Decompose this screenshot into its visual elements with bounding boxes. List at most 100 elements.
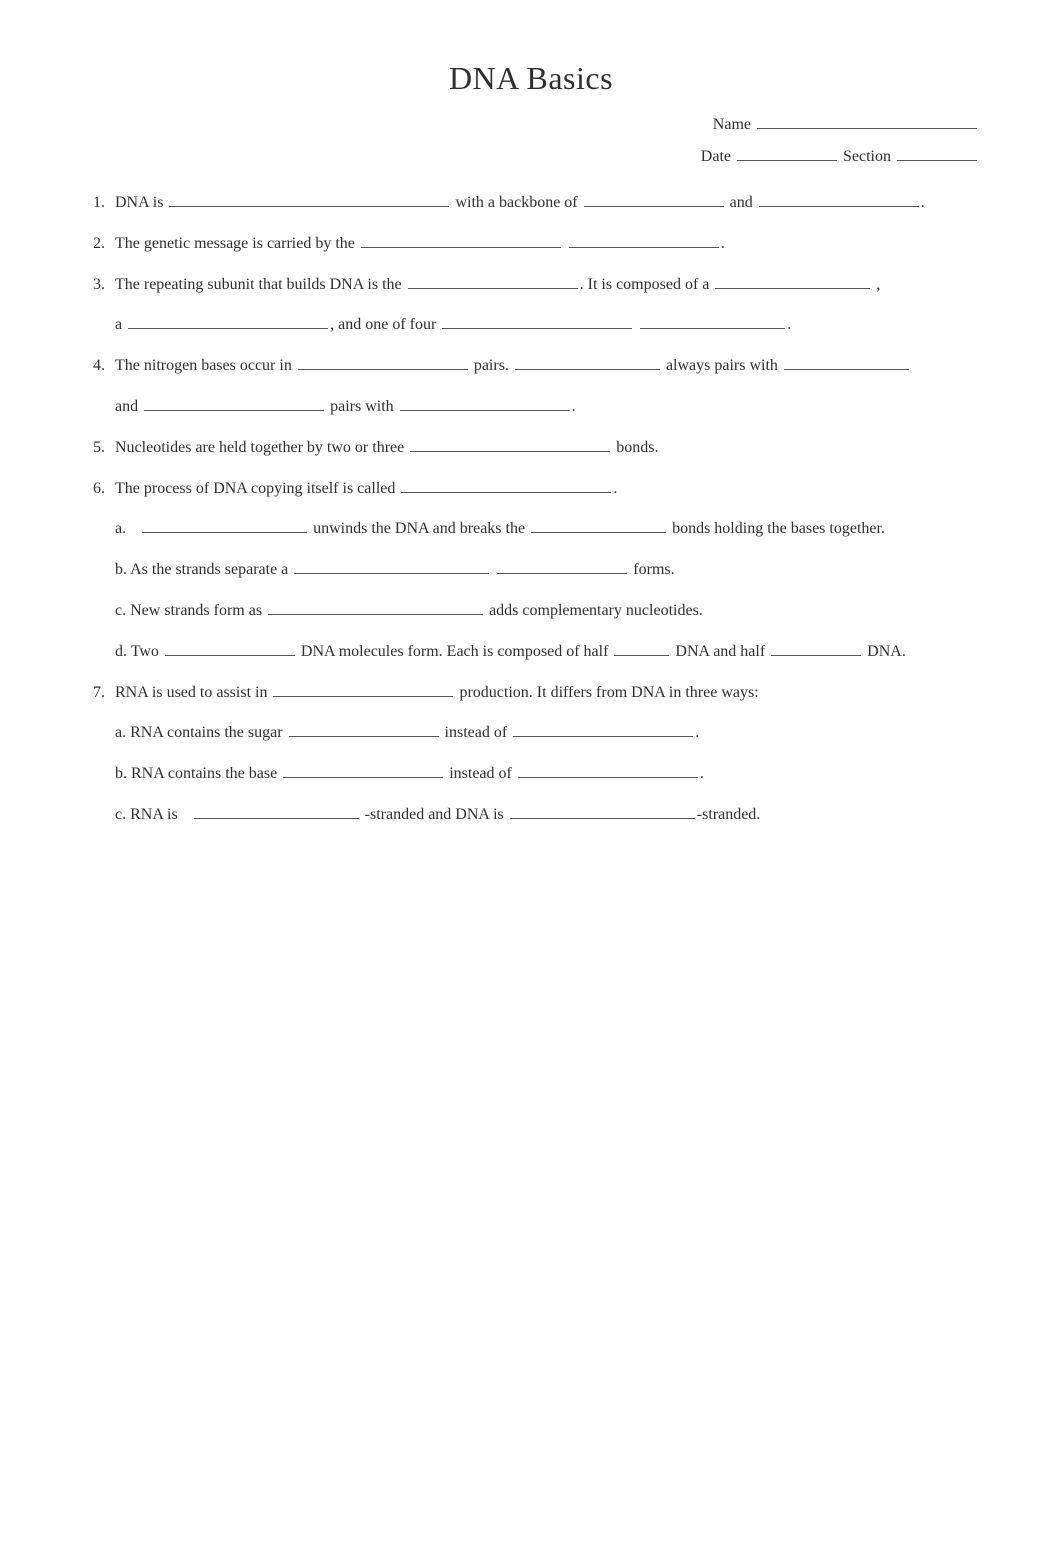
section-label: Section (843, 148, 891, 165)
q6d-text: DNA molecules form. Each is composed of … (301, 643, 608, 660)
q6c-blank-a[interactable] (268, 599, 483, 615)
q5-blank-a[interactable] (410, 436, 610, 452)
q1-text: with a backbone of (455, 194, 577, 211)
q7c: c. RNA is -stranded and DNA is -stranded… (115, 795, 987, 836)
date-label: Date (701, 148, 731, 165)
q1-text: . (921, 194, 925, 211)
q6-text: The process of DNA copying itself is cal… (115, 480, 395, 497)
q6b-blank-b[interactable] (497, 558, 627, 574)
q6d-blank-b[interactable] (614, 640, 669, 656)
header-block: Name Date Section (75, 109, 987, 173)
q6c-text: adds complementary nucleotides. (489, 602, 703, 619)
q7c-text: -stranded. (697, 806, 761, 823)
q7c-blank-a[interactable] (194, 803, 359, 819)
q7c-text: c. RNA is (115, 806, 178, 823)
q7b-text: b. RNA contains the base (115, 765, 277, 782)
q2-blank-b[interactable] (569, 232, 719, 248)
q7b-text: . (700, 765, 704, 782)
question-4: The nitrogen bases occur in pairs. alway… (109, 346, 987, 428)
q4-blank-c[interactable] (784, 354, 909, 370)
date-blank[interactable] (737, 145, 837, 161)
q4-text: and (115, 398, 138, 415)
q6b-text: b. As the strands separate a (115, 561, 288, 578)
q6c-text: c. New strands form as (115, 602, 262, 619)
q3-text: . It is composed of a (580, 276, 710, 293)
q7a-text: a. RNA contains the sugar (115, 724, 283, 741)
q6a-blank-a[interactable] (142, 517, 307, 533)
q7-text: RNA is used to assist in (115, 684, 267, 701)
q5-text: bonds. (616, 439, 658, 456)
q3-text: The repeating subunit that builds DNA is… (115, 276, 402, 293)
q3-blank-b[interactable] (715, 272, 870, 288)
q3-blank-e[interactable] (640, 313, 785, 329)
q5-text: Nucleotides are held together by two or … (115, 439, 404, 456)
q7c-blank-b[interactable] (510, 803, 695, 819)
question-3: The repeating subunit that builds DNA is… (109, 265, 987, 347)
q7a-blank-b[interactable] (513, 721, 693, 737)
q7a-text: instead of (445, 724, 508, 741)
q7b-blank-b[interactable] (518, 762, 698, 778)
question-6: The process of DNA copying itself is cal… (109, 469, 987, 673)
q3-line2: a , and one of four . (115, 305, 987, 346)
q3-text: . (787, 316, 791, 333)
q6c: c. New strands form as adds complementar… (115, 591, 987, 632)
q7a-blank-a[interactable] (289, 721, 439, 737)
q7a: a. RNA contains the sugar instead of . (115, 713, 987, 754)
q4-line2: and pairs with . (115, 387, 987, 428)
date-section-line: Date Section (75, 141, 987, 173)
q7c-text: -stranded and DNA is (365, 806, 504, 823)
q3-blank-c[interactable] (128, 313, 328, 329)
q2-text: . (721, 235, 725, 252)
q6d: d. Two DNA molecules form. Each is compo… (115, 632, 987, 673)
q6d-text: d. Two (115, 643, 159, 660)
q6d-text: DNA and half (675, 643, 765, 660)
q4-text: always pairs with (666, 357, 778, 374)
question-5: Nucleotides are held together by two or … (109, 428, 987, 469)
q4-blank-a[interactable] (298, 354, 468, 370)
q6a-text: unwinds the DNA and breaks the (313, 520, 525, 537)
q1-text: DNA is (115, 194, 163, 211)
q7b: b. RNA contains the base instead of . (115, 754, 987, 795)
q6b-blank-a[interactable] (294, 558, 489, 574)
question-1: DNA is with a backbone of and . (109, 183, 987, 224)
q6b: b. As the strands separate a forms. (115, 550, 987, 591)
q6a: a. unwinds the DNA and breaks the bonds … (115, 509, 987, 550)
section-blank[interactable] (897, 145, 977, 161)
q6b-text: forms. (633, 561, 674, 578)
q6a-text: bonds holding the bases together. (672, 520, 885, 537)
q3-blank-a[interactable] (408, 272, 578, 288)
question-list: DNA is with a backbone of and . The gene… (75, 183, 987, 836)
q3-text: , and one of four (330, 316, 436, 333)
q2-blank-a[interactable] (361, 232, 561, 248)
q6a-label: a. (115, 520, 126, 537)
q4-text: pairs. (474, 357, 509, 374)
q7b-text: instead of (449, 765, 512, 782)
q1-text: and (730, 194, 753, 211)
q4-blank-d[interactable] (144, 395, 324, 411)
q2-text: The genetic message is carried by the (115, 235, 355, 252)
q6d-blank-a[interactable] (165, 640, 295, 656)
q6-text: . (613, 480, 617, 497)
q3-blank-d[interactable] (442, 313, 632, 329)
q7b-blank-a[interactable] (283, 762, 443, 778)
name-line: Name (75, 109, 987, 141)
question-7: RNA is used to assist in production. It … (109, 673, 987, 836)
name-label: Name (713, 116, 751, 133)
q7-text: production. It differs from DNA in three… (459, 684, 758, 701)
q6a-blank-b[interactable] (531, 517, 666, 533)
q6d-blank-c[interactable] (771, 640, 861, 656)
page-title: DNA Basics (75, 60, 987, 97)
q4-text: The nitrogen bases occur in (115, 357, 292, 374)
question-2: The genetic message is carried by the . (109, 224, 987, 265)
q1-blank-b[interactable] (584, 191, 724, 207)
q7a-text: . (695, 724, 699, 741)
q1-blank-c[interactable] (759, 191, 919, 207)
q7-blank-a[interactable] (273, 680, 453, 696)
q6-blank-a[interactable] (401, 476, 611, 492)
q6d-text: DNA. (867, 643, 906, 660)
q4-blank-b[interactable] (515, 354, 660, 370)
q4-text: . (572, 398, 576, 415)
q1-blank-a[interactable] (169, 191, 449, 207)
name-blank[interactable] (757, 113, 977, 129)
q4-blank-e[interactable] (400, 395, 570, 411)
